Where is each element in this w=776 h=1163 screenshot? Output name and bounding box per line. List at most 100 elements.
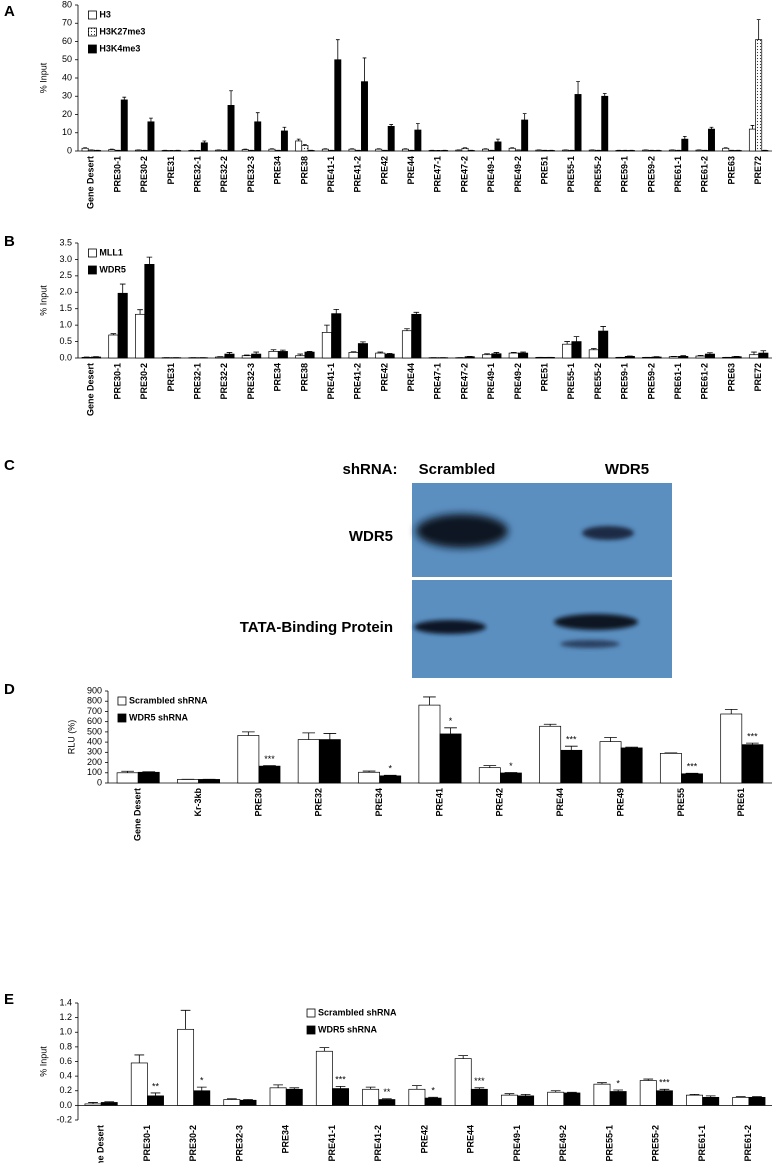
x-tick-label: PRE47-2 (459, 363, 469, 400)
y-tick-label: 1.0 (59, 1027, 72, 1037)
bar (748, 128, 756, 152)
significance-label: *** (687, 762, 698, 772)
error-bar (270, 349, 277, 352)
error-bar (255, 112, 260, 122)
error-bar (659, 1088, 670, 1091)
significance-label: * (616, 1078, 620, 1088)
significance-label: *** (335, 1075, 346, 1085)
bar (348, 148, 356, 152)
significance-label: * (388, 764, 392, 774)
bar (135, 313, 146, 359)
bar (651, 356, 662, 359)
y-tick-label: 0.8 (59, 1041, 72, 1051)
bar (732, 1096, 750, 1106)
significance-label: * (431, 1086, 435, 1096)
error-bar (360, 341, 366, 344)
bar (695, 355, 706, 359)
bar (482, 354, 493, 359)
bar (237, 735, 260, 784)
error-bar (253, 351, 259, 355)
bar (401, 330, 413, 359)
x-tick-label: PRE44 (406, 156, 416, 185)
y-tick-label: 30 (62, 91, 72, 101)
x-tick-label: PRE47-1 (433, 363, 443, 400)
bar (280, 130, 288, 152)
bar (702, 1096, 720, 1106)
error-bar (302, 732, 316, 740)
legend-swatch (88, 44, 97, 54)
y-tick-label: 3.0 (59, 254, 72, 264)
significance-label: *** (264, 754, 275, 764)
y-tick-label: 0.6 (59, 1056, 72, 1066)
band (554, 614, 638, 630)
y-tick-label: 20 (62, 109, 72, 119)
bar (470, 1088, 488, 1106)
x-tick-label: PRE41-2 (353, 156, 363, 193)
error-bar (564, 341, 570, 345)
bar (547, 1091, 565, 1106)
x-tick-label: PRE30-1 (112, 156, 122, 193)
x-tick-label: Gene Desert (96, 1125, 106, 1163)
error-bar (746, 742, 759, 745)
bar (84, 1103, 102, 1106)
bar (362, 1088, 380, 1106)
bar (624, 356, 635, 359)
y-tick-label: 60 (62, 36, 72, 46)
error-bar (474, 1087, 485, 1090)
x-tick-label: PRE49-2 (513, 363, 523, 400)
legend-swatch (88, 10, 97, 20)
error-bar (104, 1101, 115, 1103)
x-tick-label: PRE41-1 (326, 363, 336, 400)
bar (401, 148, 409, 152)
bar (681, 773, 703, 784)
bar (193, 1090, 211, 1106)
significance-label: ** (383, 1087, 391, 1097)
legend-label: H3K27me3 (99, 26, 145, 36)
error-bar (543, 723, 557, 727)
x-tick-label: PRE55-2 (593, 156, 603, 193)
legend-swatch (88, 27, 97, 37)
error-bar (386, 353, 393, 355)
error-bar (196, 1086, 207, 1091)
bar (268, 351, 279, 359)
y-axis-label: % Input (38, 62, 48, 93)
bar (269, 1087, 287, 1106)
y-tick-label: 50 (62, 54, 72, 64)
error-bar (550, 1090, 561, 1093)
error-bar (137, 309, 143, 315)
error-bar (752, 1096, 762, 1098)
bar (378, 1099, 396, 1106)
x-tick-label: PRE42 (419, 1125, 429, 1154)
y-tick-label: 2.0 (59, 287, 72, 297)
bar (508, 147, 516, 152)
error-bar (362, 770, 376, 773)
x-tick-label: PRE55-1 (604, 1125, 614, 1162)
bar (574, 94, 582, 152)
error-bar (504, 1093, 515, 1096)
error-bar (180, 1009, 191, 1030)
x-tick-label: PRE49 (615, 788, 625, 817)
bar (144, 264, 155, 359)
bar (461, 147, 469, 152)
x-tick-label: PRE42 (379, 363, 389, 392)
bar (384, 353, 395, 359)
error-bar (333, 308, 340, 314)
error-bar (263, 765, 276, 767)
x-tick-label: Gene Desert (86, 156, 96, 209)
error-bar (412, 1085, 422, 1090)
error-bar (510, 352, 517, 354)
bar (599, 741, 622, 784)
legend-swatch (117, 713, 127, 723)
error-bar (428, 1096, 438, 1099)
legend-label: H3K4me3 (99, 43, 140, 53)
error-bar (243, 1099, 253, 1101)
legend-label: Scrambled shRNA (129, 695, 208, 705)
x-tick-label: PRE34 (273, 363, 283, 392)
bar (239, 1099, 257, 1106)
x-tick-label: PRE59-2 (646, 363, 656, 400)
bar (620, 747, 643, 784)
bar (571, 341, 582, 359)
panel-label: A (4, 3, 15, 20)
y-tick-label: 800 (87, 696, 102, 706)
